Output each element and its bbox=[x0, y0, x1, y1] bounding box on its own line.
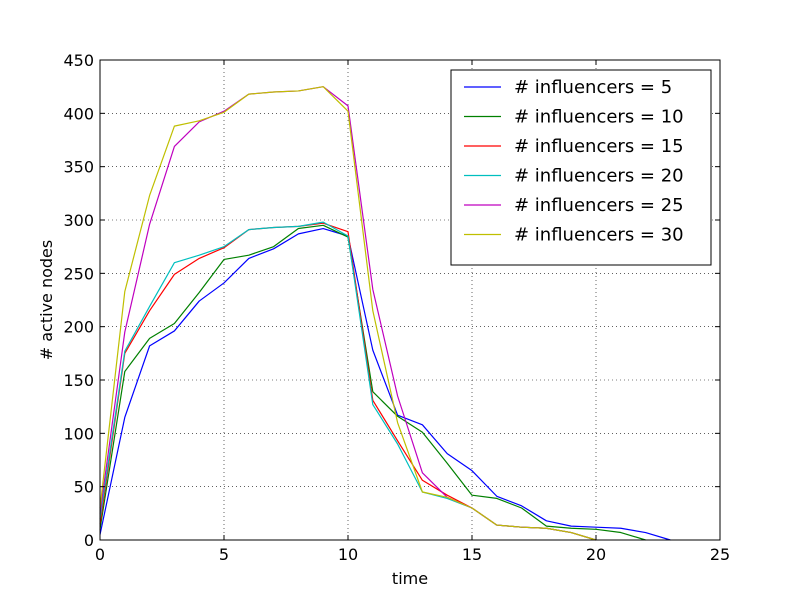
x-tick-label: 10 bbox=[338, 545, 358, 564]
y-tick-label: 400 bbox=[63, 104, 94, 123]
series-lines bbox=[99, 86, 671, 541]
x-tick-label: 0 bbox=[95, 545, 105, 564]
legend-label: # influencers = 5 bbox=[514, 77, 672, 98]
y-tick-label: 250 bbox=[63, 264, 94, 283]
legend-label: # influencers = 10 bbox=[514, 107, 684, 128]
legend-label: # influencers = 20 bbox=[514, 166, 684, 187]
y-tick-label: 50 bbox=[74, 478, 94, 497]
series-line-1 bbox=[99, 227, 671, 541]
legend-box bbox=[450, 69, 712, 266]
y-tick-label: 0 bbox=[84, 531, 94, 550]
y-tick-label: 350 bbox=[63, 158, 94, 177]
x-axis-label: time bbox=[392, 569, 428, 588]
y-tick-label: 300 bbox=[63, 211, 94, 230]
legend-label: # influencers = 15 bbox=[514, 136, 684, 157]
legend-label: # influencers = 30 bbox=[514, 225, 684, 246]
x-tick-label: 5 bbox=[219, 545, 229, 564]
x-tick-label: 25 bbox=[710, 545, 730, 564]
legend-label: # influencers = 25 bbox=[514, 195, 684, 216]
y-tick-label: 450 bbox=[63, 51, 94, 70]
x-tick-label: 20 bbox=[586, 545, 606, 564]
legend: # influencers = 5 # influencers = 10 # inf… bbox=[450, 69, 712, 266]
axes-frame bbox=[99, 59, 721, 541]
y-axis-label: # active nodes bbox=[37, 240, 56, 360]
series-line-2 bbox=[99, 224, 646, 541]
y-tick-label: 150 bbox=[63, 371, 94, 390]
y-tick-label: 200 bbox=[63, 318, 94, 337]
series-line-6 bbox=[99, 86, 597, 541]
x-tick-label: 15 bbox=[462, 545, 482, 564]
y-tick-label: 100 bbox=[63, 424, 94, 443]
